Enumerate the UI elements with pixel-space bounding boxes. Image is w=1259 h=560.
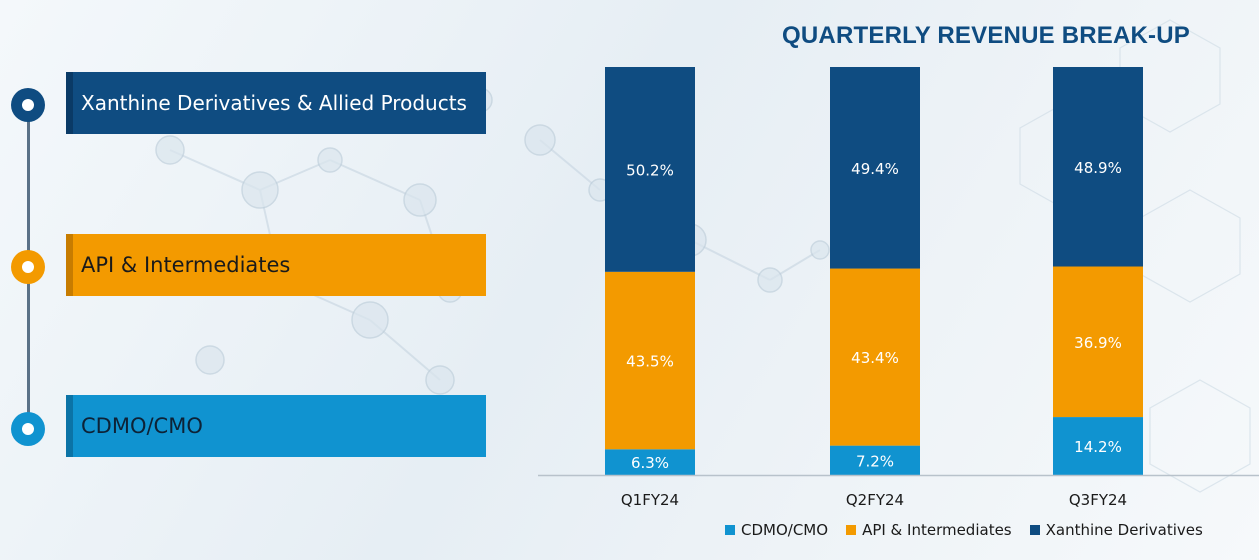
- chart-title: QUARTERLY REVENUE BREAK-UP: [782, 22, 1190, 49]
- legend-swatch-api: [846, 525, 857, 535]
- category-label-api: API & Intermediates: [81, 253, 291, 277]
- data-label-q1fy24-1: 43.5%: [626, 353, 674, 371]
- data-label-q2fy24-0: 7.2%: [856, 452, 894, 470]
- bar-segment-q3fy24-0: [1053, 417, 1143, 475]
- bar-segment-q2fy24-2: [830, 67, 920, 269]
- legend-label-xanthine: Xanthine Derivatives: [1045, 521, 1203, 539]
- stacked-bar-chart: 6.3% 43.5% 50.2% Q1FY24 7.2% 43.4% 49.4% Q2FY24…: [538, 67, 1259, 509]
- data-label-q3fy24-0: 14.2%: [1074, 438, 1122, 456]
- data-label-q1fy24-0: 6.3%: [631, 454, 669, 472]
- data-label-q3fy24-2: 48.9%: [1074, 159, 1122, 177]
- data-label-q1fy24-2: 50.2%: [626, 161, 674, 179]
- data-label-q3fy24-1: 36.9%: [1074, 334, 1122, 352]
- timeline-node-api: [11, 250, 45, 284]
- bar-segment-q1fy24-2: [605, 67, 695, 272]
- x-tick-label-q1fy24: Q1FY24: [621, 491, 679, 509]
- x-tick-label-q2fy24: Q2FY24: [846, 491, 904, 509]
- x-tick-label-q3fy24: Q3FY24: [1069, 491, 1127, 509]
- legend-item-api: API & Intermediates: [846, 521, 1012, 539]
- bar-segment-q2fy24-0: [830, 445, 920, 475]
- category-box-xanthine: Xanthine Derivatives & Allied Products: [66, 72, 486, 134]
- timeline-node-cdmo: [11, 412, 45, 446]
- data-label-q2fy24-1: 43.4%: [851, 349, 899, 367]
- legend-label-api: API & Intermediates: [862, 521, 1012, 539]
- bar-segment-q1fy24-1: [605, 271, 695, 450]
- legend-item-xanthine: Xanthine Derivatives: [1029, 521, 1203, 539]
- data-label-q2fy24-2: 49.4%: [851, 160, 899, 178]
- timeline-node-xanthine: [11, 88, 45, 122]
- category-label-cdmo: CDMO/CMO: [81, 414, 203, 438]
- legend-item-cdmo: CDMO/CMO: [725, 521, 828, 539]
- chart-legend: CDMO/CMO API & Intermediates Xanthine De…: [725, 521, 1203, 539]
- category-box-cdmo: CDMO/CMO: [66, 395, 486, 457]
- category-label-xanthine: Xanthine Derivatives & Allied Products: [81, 91, 467, 115]
- category-box-api: API & Intermediates: [66, 234, 486, 296]
- bar-segment-q3fy24-2: [1053, 67, 1143, 267]
- bar-segment-q1fy24-0: [605, 449, 695, 475]
- legend-swatch-xanthine: [1029, 525, 1040, 535]
- legend-swatch-cdmo: [725, 525, 735, 535]
- legend-label-cdmo: CDMO/CMO: [741, 521, 829, 539]
- bar-segment-q3fy24-1: [1053, 266, 1143, 418]
- bar-segment-q2fy24-1: [830, 268, 920, 446]
